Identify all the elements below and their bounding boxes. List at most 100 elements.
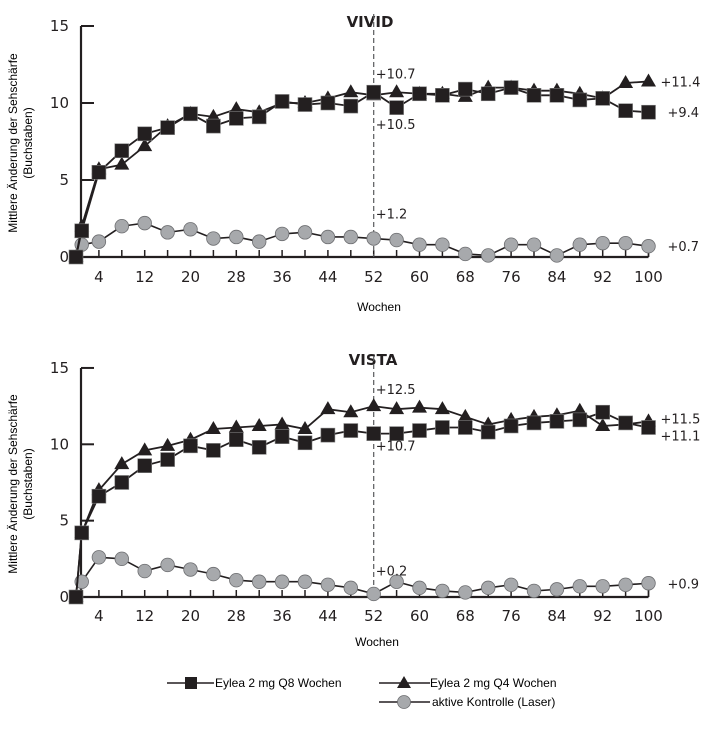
x-tick-label: 68 — [456, 607, 475, 625]
data-point-square — [641, 420, 656, 435]
x-tick-label: 92 — [593, 607, 612, 625]
data-point-triangle — [251, 417, 267, 431]
series-square — [68, 80, 656, 265]
data-point-square — [412, 423, 427, 438]
data-point-circle — [366, 231, 381, 246]
data-point-square — [435, 88, 450, 103]
data-point-circle — [114, 218, 130, 234]
data-point-square — [503, 80, 519, 95]
data-point-triangle — [641, 73, 656, 87]
annotations: +10.7 +10.5 +1.2 +11.4 +9.4 +0.7 — [376, 67, 701, 255]
data-point-circle — [274, 574, 290, 589]
data-point-square — [320, 95, 336, 111]
data-point-circle — [412, 237, 427, 252]
data-point-square — [503, 418, 519, 434]
data-point-triangle — [137, 442, 153, 456]
data-point-square — [343, 98, 359, 114]
annotation-week-52: +10.7 — [376, 67, 416, 82]
end-value-label: +11.5 — [661, 412, 701, 427]
data-point-circle — [549, 582, 565, 597]
data-point-circle — [114, 551, 130, 567]
y-tick-label: 10 — [50, 94, 69, 112]
data-point-square — [160, 120, 175, 135]
annotations: +12.5 +10.7 +0.2 +11.5 +11.1 +0.9 — [376, 383, 701, 592]
data-point-circle — [389, 574, 404, 589]
data-point-square — [457, 420, 473, 435]
data-point-circle — [229, 573, 244, 588]
x-tick-label: 36 — [273, 607, 292, 625]
data-point-square — [74, 525, 90, 541]
data-point-square — [595, 91, 611, 106]
square-marker-icon — [185, 677, 197, 689]
legend-label: Eylea 2 mg Q4 Wochen — [430, 676, 557, 690]
annotation-week-52: +0.2 — [376, 565, 408, 580]
data-point-square — [320, 427, 336, 443]
data-point-triangle — [114, 156, 130, 170]
data-point-triangle — [343, 404, 359, 418]
data-point-circle — [160, 557, 175, 573]
data-point-square — [595, 404, 611, 420]
data-point-circle — [297, 225, 313, 240]
data-point-circle — [91, 234, 107, 249]
data-point-circle — [503, 577, 519, 592]
data-point-circle — [91, 550, 107, 565]
y-tick-label: 10 — [50, 435, 69, 453]
y-tick-label: 5 — [59, 171, 69, 189]
data-point-square — [457, 81, 473, 97]
data-point-circle — [137, 563, 152, 579]
data-point-square — [435, 420, 450, 435]
data-point-circle — [595, 235, 610, 251]
data-point-circle — [137, 215, 152, 231]
data-point-circle — [618, 577, 633, 592]
data-point-square — [91, 165, 107, 180]
data-point-square — [183, 438, 198, 454]
y-axis-label: Mittlere Änderung der Sehschärfe — [6, 394, 20, 574]
x-tick-label: 92 — [593, 268, 612, 286]
end-value-label: +9.4 — [668, 106, 700, 121]
legend: Eylea 2 mg Q8 Wochen Eylea 2 mg Q4 Woche… — [167, 676, 557, 709]
data-point-circle — [458, 585, 473, 600]
data-point-circle — [389, 232, 404, 248]
y-tick-label: 5 — [59, 512, 69, 530]
data-point-square — [229, 432, 244, 448]
data-point-circle — [618, 235, 633, 251]
y-tick-label: 15 — [50, 359, 69, 377]
data-point-circle — [252, 234, 267, 249]
data-point-square — [618, 415, 633, 431]
annotation-week-52: +1.2 — [376, 208, 408, 223]
data-point-square — [137, 458, 152, 473]
data-point-circle — [252, 574, 267, 589]
y-tick-label: 0 — [59, 588, 69, 606]
x-tick-label: 84 — [547, 607, 566, 625]
data-point-circle — [297, 574, 313, 589]
legend-item-q4: Eylea 2 mg Q4 Wochen — [379, 676, 557, 690]
x-tick-label: 76 — [502, 607, 521, 625]
end-value-label: +0.7 — [668, 240, 700, 255]
data-point-square — [114, 143, 130, 159]
data-point-circle — [526, 583, 542, 599]
end-value-label: +11.1 — [661, 430, 701, 445]
data-point-square — [526, 88, 542, 103]
x-tick-label: 4 — [94, 607, 104, 625]
data-point-triangle — [412, 399, 427, 413]
data-point-square — [274, 94, 290, 109]
x-tick-label: 44 — [318, 607, 337, 625]
data-point-circle — [343, 229, 359, 245]
annotation-week-52: +12.5 — [376, 383, 416, 398]
x-tick-label: 60 — [410, 268, 429, 286]
data-point-square — [480, 424, 496, 440]
data-point-triangle — [389, 84, 405, 98]
data-point-square — [114, 475, 130, 490]
data-point-circle — [274, 226, 290, 242]
x-tick-label: 36 — [273, 268, 292, 286]
data-point-square — [183, 106, 198, 122]
data-point-triangle — [297, 421, 313, 435]
x-tick-label: 20 — [181, 607, 200, 625]
data-point-square — [251, 109, 267, 125]
data-point-square — [572, 412, 588, 428]
data-point-square — [366, 84, 382, 100]
data-point-circle — [435, 583, 450, 599]
x-tick-label: 100 — [634, 607, 663, 625]
data-point-triangle — [366, 398, 382, 412]
